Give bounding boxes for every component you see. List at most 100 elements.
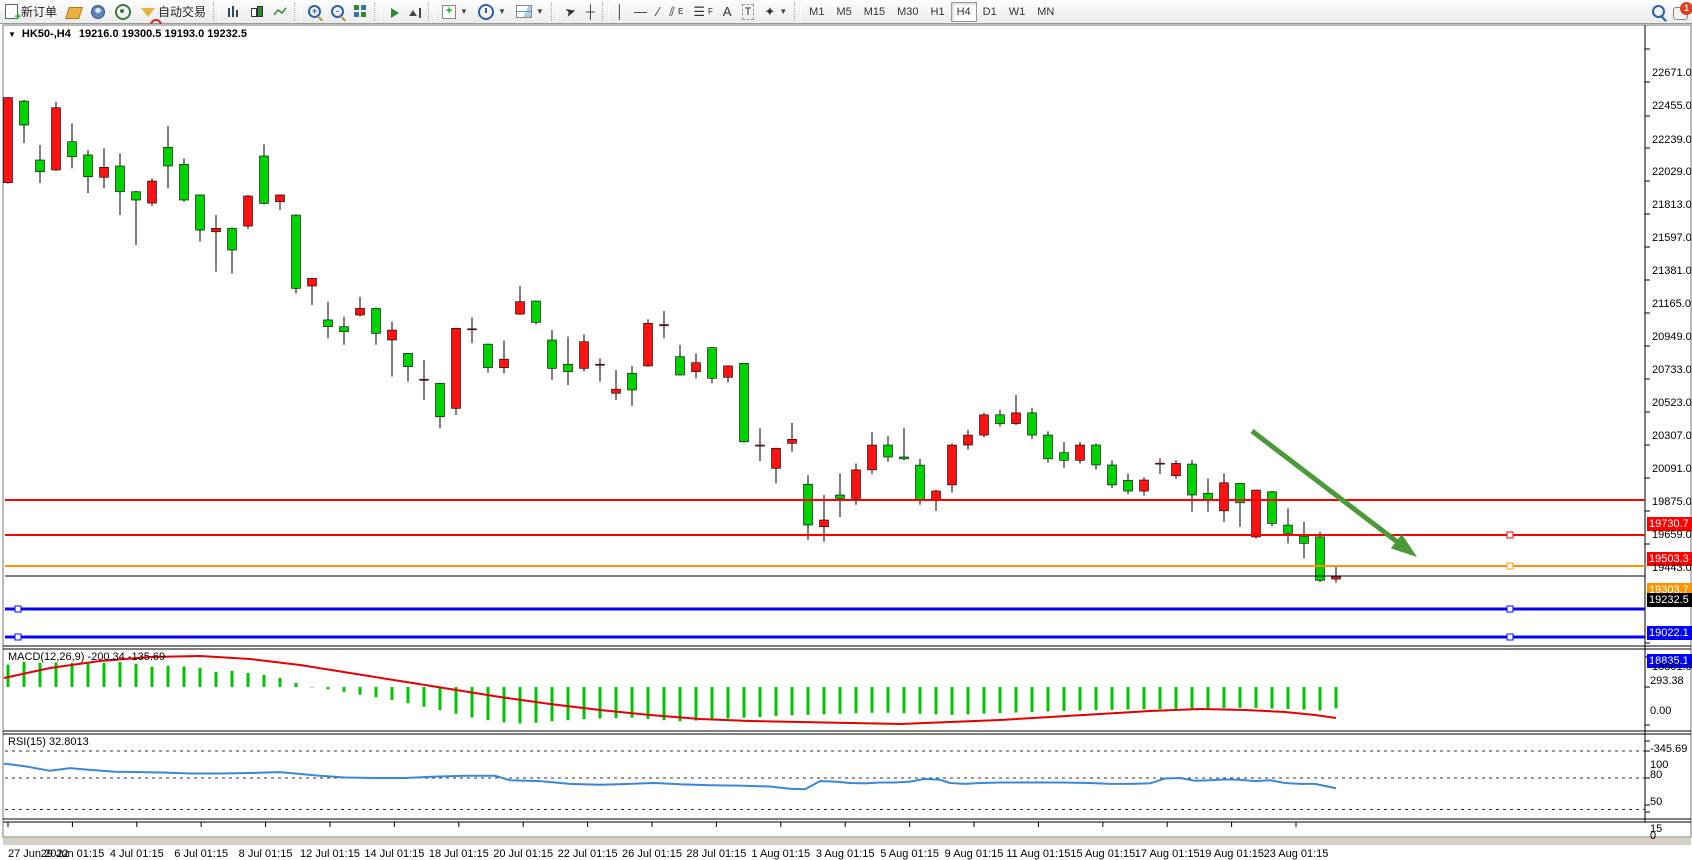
date-label: 11 Aug 01:15 bbox=[1006, 848, 1071, 860]
candlestick bbox=[803, 483, 813, 526]
horizontal-line-tool[interactable]: — bbox=[629, 1, 652, 23]
line-handle[interactable] bbox=[1506, 531, 1514, 539]
chart-shift-icon bbox=[409, 7, 422, 18]
candlestick bbox=[307, 278, 317, 287]
cursor-tool-button[interactable]: ➤ bbox=[560, 1, 581, 23]
candlestick bbox=[547, 339, 557, 369]
candlestick bbox=[1059, 452, 1069, 461]
vertical-line-tool[interactable]: │ bbox=[611, 1, 629, 23]
candlestick-icon bbox=[250, 5, 264, 19]
horizontal-line-icon: — bbox=[634, 3, 648, 19]
timeframe-h4[interactable]: H4 bbox=[950, 1, 977, 22]
candlestick bbox=[451, 328, 461, 409]
chart-window[interactable]: 19730.7 19503.3 19303.7 19232.5 19022.1 18835… bbox=[0, 24, 1692, 860]
date-label: 29 Jun 01:15 bbox=[40, 848, 105, 860]
chart-canvas[interactable] bbox=[0, 24, 1692, 845]
text-tool[interactable]: A bbox=[718, 1, 737, 23]
candlestick bbox=[1139, 479, 1149, 492]
candlestick bbox=[467, 328, 477, 331]
timeframe-m5[interactable]: M5 bbox=[836, 5, 852, 18]
timeframe-m1[interactable]: M1 bbox=[809, 5, 825, 18]
timeframe-h1[interactable]: H1 bbox=[930, 5, 945, 18]
rsi-value: 32.8013 bbox=[48, 736, 89, 748]
indicators-button[interactable]: + ▼ bbox=[437, 1, 473, 23]
date-label: 12 Jul 01:15 bbox=[300, 848, 360, 860]
window-bottom-strip bbox=[3, 838, 1691, 845]
candlestick bbox=[355, 308, 365, 316]
chart-shift-button[interactable] bbox=[404, 1, 426, 23]
candlestick bbox=[707, 347, 717, 379]
candlestick bbox=[1043, 434, 1053, 460]
line-chart-button[interactable] bbox=[268, 1, 292, 23]
line-handle[interactable] bbox=[1506, 562, 1514, 570]
tile-windows-button[interactable] bbox=[349, 1, 372, 23]
toolbar-separator bbox=[601, 2, 609, 21]
new-order-button[interactable]: 新订单 bbox=[0, 1, 62, 23]
bar-chart-button[interactable] bbox=[222, 1, 245, 23]
auto-scroll-button[interactable] bbox=[383, 1, 404, 23]
cursor-icon: ➤ bbox=[562, 2, 578, 20]
timeframe-w1[interactable]: W1 bbox=[1008, 5, 1026, 18]
text-label-tool[interactable]: T bbox=[737, 1, 760, 23]
auto-trading-button[interactable]: 自动交易 bbox=[136, 1, 211, 31]
candlestick bbox=[931, 490, 941, 501]
crosshair-icon: ┼ bbox=[585, 3, 595, 19]
macd-values: -200.34 -135.69 bbox=[87, 651, 166, 663]
date-label: 1 Aug 01:15 bbox=[751, 848, 811, 860]
auto-scroll-icon bbox=[391, 7, 400, 18]
chat-icon[interactable]: 1 bbox=[1673, 1, 1692, 20]
candlestick bbox=[563, 363, 573, 372]
signals-button[interactable] bbox=[110, 1, 136, 23]
candlestick bbox=[531, 300, 541, 323]
candlestick bbox=[787, 439, 797, 444]
candlestick bbox=[99, 167, 109, 178]
search-icon[interactable] bbox=[1652, 5, 1665, 18]
timeframe-d1[interactable]: D1 bbox=[982, 5, 997, 18]
equidistant-channel-tool[interactable]: ⫽ E bbox=[664, 1, 688, 23]
candlestick bbox=[291, 214, 301, 289]
arrows-tool[interactable]: ✦ ▼ bbox=[759, 1, 792, 23]
candlestick bbox=[979, 414, 989, 436]
zoom-out-button[interactable]: - bbox=[326, 1, 349, 23]
line-handle[interactable] bbox=[1506, 605, 1514, 613]
trendline-tool[interactable]: ∕ bbox=[652, 1, 664, 23]
zoom-in-icon: + bbox=[308, 5, 322, 18]
date-label: 8 Jul 01:15 bbox=[238, 848, 293, 860]
macd-indicator-label: MACD(12,26,9) -200.34 -135.69 bbox=[8, 651, 165, 663]
crosshair-tool-button[interactable]: ┼ bbox=[581, 1, 600, 23]
trend-arrow[interactable] bbox=[1250, 429, 1403, 547]
fibonacci-tool[interactable]: ☰ F bbox=[688, 1, 718, 23]
line-chart-icon bbox=[273, 6, 287, 18]
cleanup-button[interactable] bbox=[62, 1, 86, 23]
line-handle[interactable] bbox=[1506, 633, 1514, 641]
text-icon: A bbox=[722, 3, 732, 19]
dropdown-caret: ▼ bbox=[460, 7, 468, 16]
candlestick bbox=[51, 107, 61, 171]
candlestick bbox=[595, 363, 605, 366]
candlestick bbox=[1123, 480, 1133, 492]
timeframe-mn[interactable]: MN bbox=[1037, 5, 1055, 18]
line-handle[interactable] bbox=[14, 633, 22, 641]
timeframe-m15[interactable]: M15 bbox=[863, 5, 886, 18]
line-handle[interactable] bbox=[14, 605, 22, 613]
candlestick bbox=[1171, 463, 1181, 477]
timeframe-m30[interactable]: M30 bbox=[897, 5, 919, 18]
zoom-in-button[interactable]: + bbox=[303, 1, 326, 23]
dropdown-caret: ▼ bbox=[535, 7, 544, 16]
date-label: 5 Aug 01:15 bbox=[880, 848, 939, 860]
periods-button[interactable]: ▼ bbox=[473, 1, 511, 23]
trend-arrow-head[interactable] bbox=[1390, 534, 1417, 557]
toolbar-separator bbox=[428, 2, 436, 21]
candlestick bbox=[611, 388, 621, 394]
profile-button[interactable] bbox=[86, 1, 110, 23]
candlestick bbox=[1075, 444, 1085, 461]
new-order-label: 新订单 bbox=[21, 5, 58, 19]
date-label: 4 Jul 01:15 bbox=[109, 848, 164, 860]
date-label: 6 Jul 01:15 bbox=[174, 848, 229, 860]
candlestick bbox=[179, 163, 189, 201]
candlestick bbox=[211, 228, 221, 233]
templates-button[interactable]: ▼ bbox=[511, 1, 549, 23]
candlestick bbox=[1091, 444, 1101, 466]
chart-title: ▼ HK50-,H4 19216.0 19300.5 19193.0 19232… bbox=[8, 28, 247, 40]
candlestick-chart-button[interactable] bbox=[245, 1, 268, 23]
